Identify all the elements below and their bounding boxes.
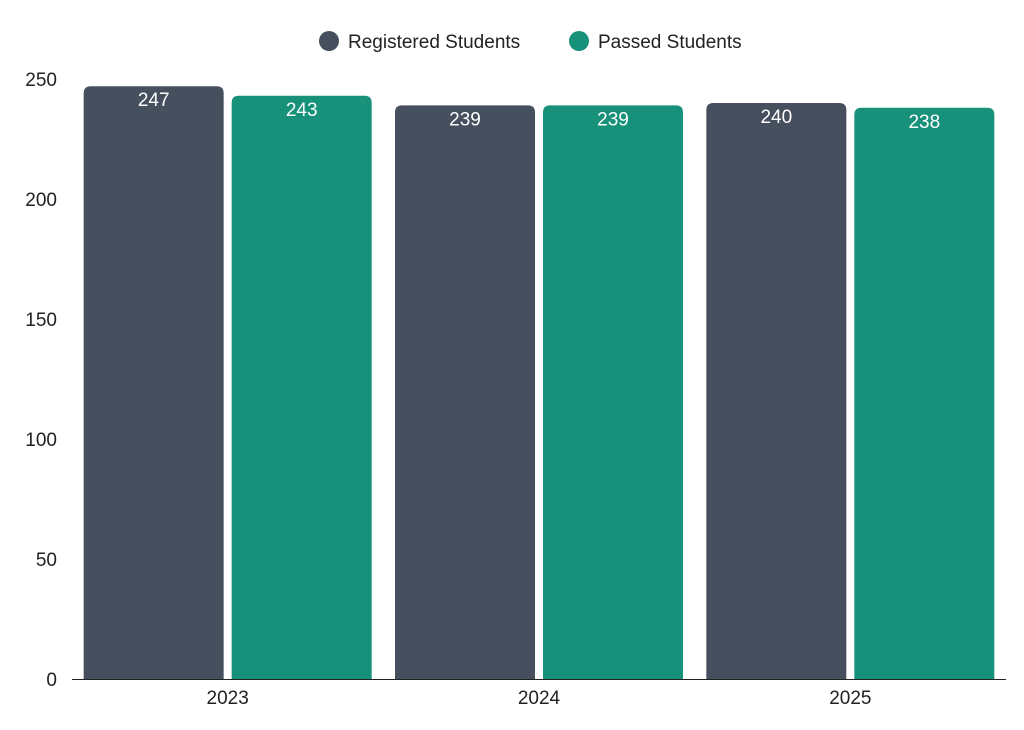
- y-axis: 0 50 100 150 200 250: [25, 70, 57, 691]
- x-axis: 2023 2024 2025: [72, 679, 1006, 709]
- bar-registered-students-2023: [83, 86, 224, 679]
- y-tick-label: 50: [36, 550, 57, 571]
- y-tick-label: 200: [25, 190, 57, 211]
- data-label: 238: [908, 112, 940, 133]
- bars: 247 243 239 239 240 238: [83, 86, 995, 680]
- data-label: 243: [286, 100, 318, 121]
- bar-registered-students-2025: [706, 103, 847, 679]
- y-tick-label: 250: [25, 70, 57, 91]
- x-tick-label: 2025: [829, 688, 871, 709]
- legend-marker-passed-students: [569, 31, 589, 51]
- bar-passed-students-2023: [231, 95, 372, 680]
- bar-passed-students-2025: [854, 107, 995, 680]
- data-label: 239: [449, 109, 481, 130]
- bar-registered-students-2024: [395, 105, 535, 679]
- data-label: 247: [138, 90, 170, 111]
- y-tick-label: 0: [46, 670, 57, 691]
- y-tick-label: 150: [25, 310, 57, 331]
- x-tick-label: 2024: [518, 688, 561, 709]
- y-tick-label: 100: [25, 430, 57, 451]
- x-tick-label: 2023: [207, 688, 249, 709]
- data-label: 239: [597, 109, 629, 130]
- legend-marker-registered-students: [319, 31, 339, 51]
- legend-label: Registered Students: [348, 32, 520, 53]
- legend-label: Passed Students: [598, 32, 742, 53]
- data-label: 240: [760, 107, 792, 128]
- bar-passed-students-2024: [543, 105, 683, 679]
- legend: Registered Students Passed Students: [319, 31, 742, 53]
